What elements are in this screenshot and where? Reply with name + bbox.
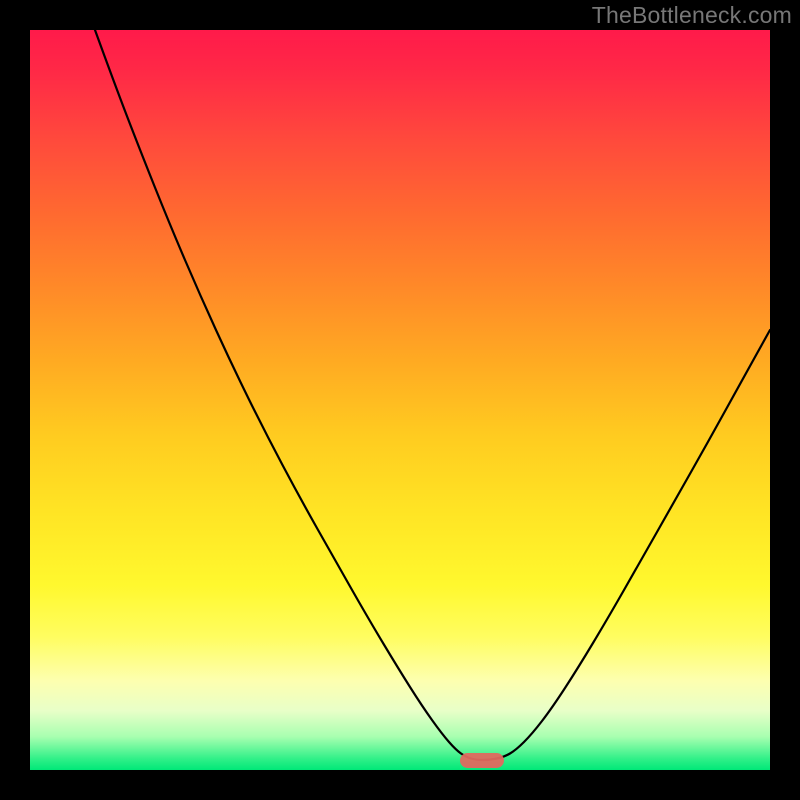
watermark-text: TheBottleneck.com (592, 2, 792, 29)
bottleneck-chart: TheBottleneck.com (0, 0, 800, 800)
chart-plot-area (30, 30, 770, 770)
chart-svg (0, 0, 800, 800)
optimal-range-marker (460, 753, 504, 768)
